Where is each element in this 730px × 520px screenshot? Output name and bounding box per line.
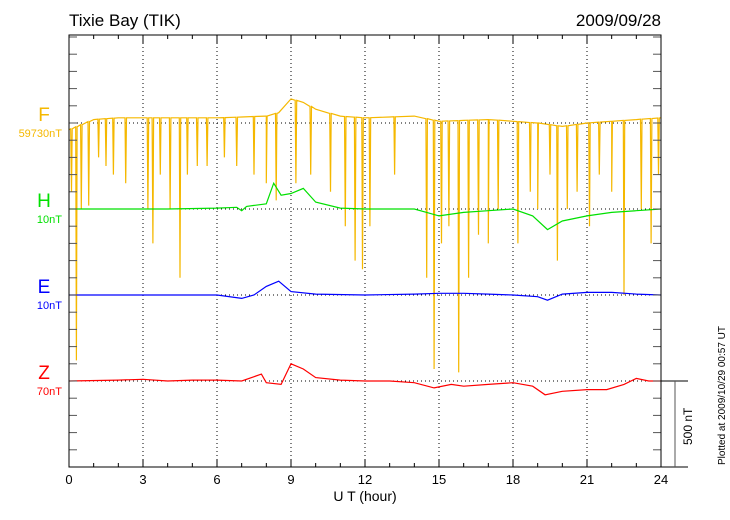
x-tick-label: 0 bbox=[65, 472, 72, 487]
series-line-E bbox=[69, 280, 662, 301]
scale-bar-label: 500 nT bbox=[681, 407, 695, 445]
x-tick-label: 6 bbox=[213, 472, 220, 487]
footer-plotted: Plotted at 2009/10/29 00:57 UT bbox=[717, 326, 728, 465]
series-scale-Z: 70nT bbox=[37, 386, 62, 398]
series-line-Z bbox=[68, 363, 661, 396]
series-name-Z: Z bbox=[38, 363, 50, 384]
plot-frame bbox=[68, 34, 662, 468]
series-name-E: E bbox=[38, 277, 51, 298]
series-name-H: H bbox=[37, 191, 51, 212]
x-tick-label: 21 bbox=[580, 472, 594, 487]
series-scale-F: 59730nT bbox=[19, 128, 63, 140]
x-axis-label: U T (hour) bbox=[333, 488, 396, 504]
x-tick-label: 24 bbox=[654, 472, 668, 487]
chart-title: Tixie Bay (TIK) bbox=[69, 11, 181, 30]
series-line-F bbox=[68, 98, 662, 373]
chart-date: 2009/09/28 bbox=[576, 11, 661, 30]
x-tick-label: 9 bbox=[287, 472, 294, 487]
x-tick-label: 3 bbox=[139, 472, 146, 487]
series-scale-H: 10nT bbox=[37, 214, 62, 226]
series-line-H bbox=[69, 181, 662, 231]
x-tick-label: 15 bbox=[432, 472, 446, 487]
x-tick-label: 12 bbox=[358, 472, 372, 487]
series-name-F: F bbox=[38, 105, 50, 126]
series-scale-E: 10nT bbox=[37, 300, 62, 312]
x-tick-label: 18 bbox=[506, 472, 520, 487]
